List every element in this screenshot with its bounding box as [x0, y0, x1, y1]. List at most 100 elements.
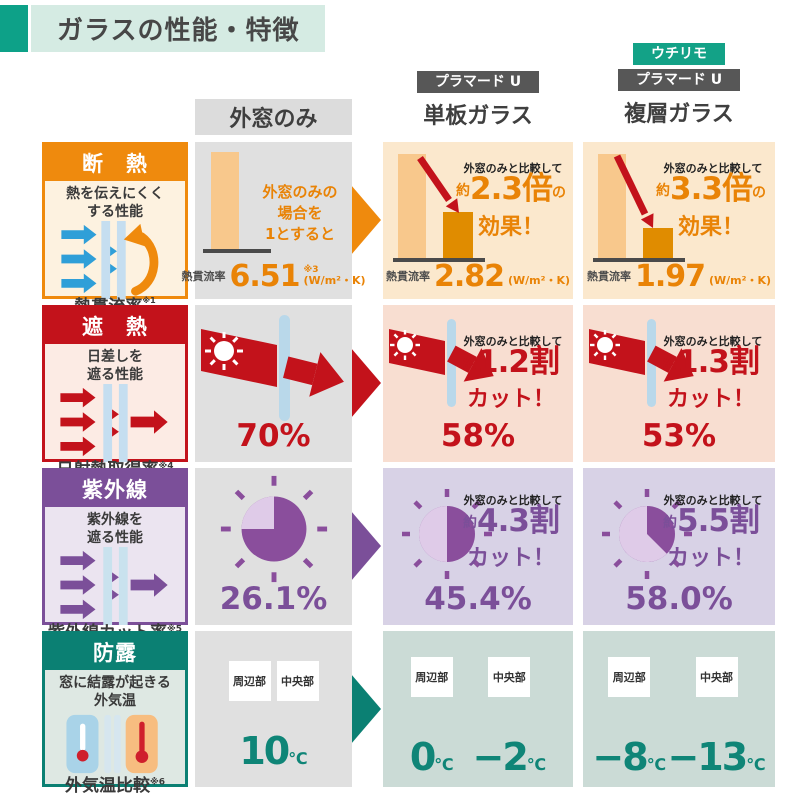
compare-note: 外窓のみと比較して: [663, 335, 763, 348]
approx-prefix: 約: [456, 182, 471, 199]
shading-icon: [60, 384, 168, 463]
label-center-area: 中央部: [488, 657, 531, 697]
cell-condensation-baseline: 周辺部 中央部 10℃: [195, 631, 352, 787]
u-value-unit: (W/m²・K): [508, 274, 571, 288]
baseline-caption-3: 1とすると: [265, 225, 335, 243]
effect-word: 効果！: [477, 215, 544, 240]
cell-insulation-double: 外窓のみと比較して 約 3.3倍 の 効果！ 熱貫流率 1.97 (W/m²・K…: [583, 142, 775, 299]
cut-word: カット！: [466, 387, 555, 412]
flow-arrow-shading: [351, 348, 381, 418]
insulation-bar-chart-double: [593, 154, 685, 262]
uv-cut-single: 45.4%: [424, 581, 532, 617]
compare-note: 外窓のみと比較して: [663, 494, 763, 507]
uv-sun-pie: [220, 475, 328, 583]
badge-plamard-u-2: プラマード U: [617, 69, 741, 92]
temp-center-double: −13: [667, 735, 748, 779]
row-desc-insulation-2: する性能: [86, 204, 143, 221]
approx-prefix: 約: [663, 355, 678, 372]
cut-word: カット！: [466, 546, 555, 571]
row-desc-uv-1: 紫外線を: [87, 512, 143, 528]
cell-shading-double: 外窓のみと比較して 約 1.3割 カット！ 53%: [583, 305, 775, 462]
effect-multiplier-single: 2.3倍: [470, 171, 553, 207]
temp-unit: ℃: [288, 749, 308, 768]
temp-unit: ℃: [434, 755, 454, 774]
temp-baseline: 10: [239, 729, 290, 773]
sun-arrow-graphic: [589, 319, 694, 407]
title-accent-square: [0, 5, 28, 52]
column-name-double-glass: 複層ガラス: [624, 102, 734, 128]
u-value-label: 熱貫流率: [385, 270, 430, 283]
footnote-4: ※4: [158, 461, 174, 472]
heat-gain-single: 58%: [440, 418, 516, 454]
flow-arrow-uv: [351, 511, 381, 581]
baseline-caption-1: 外窓のみの: [262, 183, 338, 201]
row-desc-condensation-1: 窓に結露が起きる: [59, 675, 171, 691]
cut-ratio-double: 5.5割: [677, 503, 760, 539]
heat-gain-baseline: 70%: [236, 418, 311, 454]
cell-uv-double: 外窓のみと比較して 約 5.5割 カット！ 58.0%: [583, 468, 775, 625]
row-title-uv: 紫外線: [45, 471, 185, 507]
column-header-baseline: 外窓のみ: [195, 99, 352, 135]
u-value-baseline: 6.51: [229, 258, 300, 294]
effect-tail: の: [751, 185, 766, 201]
sun-arrow-graphic: [201, 315, 344, 421]
uv-cut-double: 58.0%: [625, 581, 733, 617]
temp-unit: ℃: [526, 755, 547, 774]
column-header-double-glass: ウチリモ プラマード U 複層ガラス: [583, 43, 775, 128]
label-center-area: 中央部: [695, 657, 738, 697]
u-value-label: 熱貫流率: [181, 270, 226, 283]
cell-insulation-baseline: 外窓のみの 場合を 1とすると 熱貫流率 6.51 ※3 (W/m²・K): [181, 142, 366, 299]
row-title-insulation: 断 熱: [45, 145, 185, 181]
badge-uchirimo: ウチリモ: [633, 43, 725, 66]
thermometer-icon: [66, 715, 158, 774]
cut-word: カット！: [666, 387, 755, 412]
label-edge-area: 周辺部: [228, 661, 271, 701]
heat-gain-double: 53%: [641, 418, 717, 454]
approx-prefix: 約: [663, 514, 678, 531]
row-title-shading: 遮 熱: [45, 308, 185, 344]
insulation-icon: [61, 221, 159, 300]
cut-ratio-double: 1.3割: [677, 344, 760, 380]
uv-icon: [60, 547, 168, 626]
u-value-unit: (W/m²・K): [303, 274, 366, 288]
temp-unit: ℃: [646, 755, 667, 774]
label-edge-area: 周辺部: [410, 657, 453, 697]
row-label-shading: 遮 熱 日差しを 遮る性能 日射熱取得率※4: [42, 305, 188, 479]
temp-edge-single: 0: [409, 735, 436, 779]
compare-note: 外窓のみと比較して: [463, 162, 563, 175]
uv-sun-pie: [402, 489, 492, 579]
badge-plamard-u: プラマード U: [416, 71, 540, 94]
effect-tail: の: [551, 185, 566, 201]
insulation-bar-chart-single: [393, 154, 485, 262]
baseline-caption-2: 場合を: [277, 204, 323, 222]
cell-condensation-single: 周辺部 0℃ 中央部 −2℃: [383, 631, 573, 787]
compare-note: 外窓のみと比較して: [463, 494, 563, 507]
cell-insulation-single: 外窓のみと比較して 約 2.3倍 の 効果！ 熱貫流率 2.82 (W/m²・K…: [383, 142, 573, 299]
effect-word: 効果！: [677, 215, 744, 240]
row-desc-shading-1: 日差しを: [87, 349, 143, 365]
approx-prefix: 約: [463, 514, 478, 531]
u-value-unit: (W/m²・K): [709, 274, 772, 288]
row-desc-shading-2: 遮る性能: [87, 367, 143, 384]
row-desc-condensation-2: 外気温: [93, 693, 136, 710]
cell-shading-single: 外窓のみと比較して 約 1.2割 カット！ 58%: [383, 305, 573, 462]
compare-note: 外窓のみと比較して: [463, 335, 563, 348]
row-title-condensation: 防露: [45, 634, 185, 670]
cut-word: カット！: [666, 546, 755, 571]
column-name-single-glass: 単板ガラス: [423, 104, 533, 130]
flow-arrow-condensation: [351, 674, 381, 744]
footnote-6: ※6: [149, 777, 165, 788]
compare-note: 外窓のみと比較して: [663, 162, 763, 175]
temp-edge-double: −8: [592, 735, 648, 779]
approx-prefix: 約: [656, 182, 671, 199]
cell-uv-baseline: 26.1%: [195, 468, 352, 625]
label-edge-area: 周辺部: [608, 657, 651, 697]
row-label-condensation: 防露 窓に結露が起きる 外気温 外気温比較※6: [42, 631, 188, 795]
cut-ratio-single: 1.2割: [477, 344, 560, 380]
temp-unit: ℃: [746, 755, 766, 774]
baseline-axis: [203, 249, 271, 253]
uv-sun-pie: [602, 489, 692, 579]
effect-multiplier-double: 3.3倍: [670, 171, 753, 207]
cell-shading-baseline: 70%: [195, 305, 352, 462]
